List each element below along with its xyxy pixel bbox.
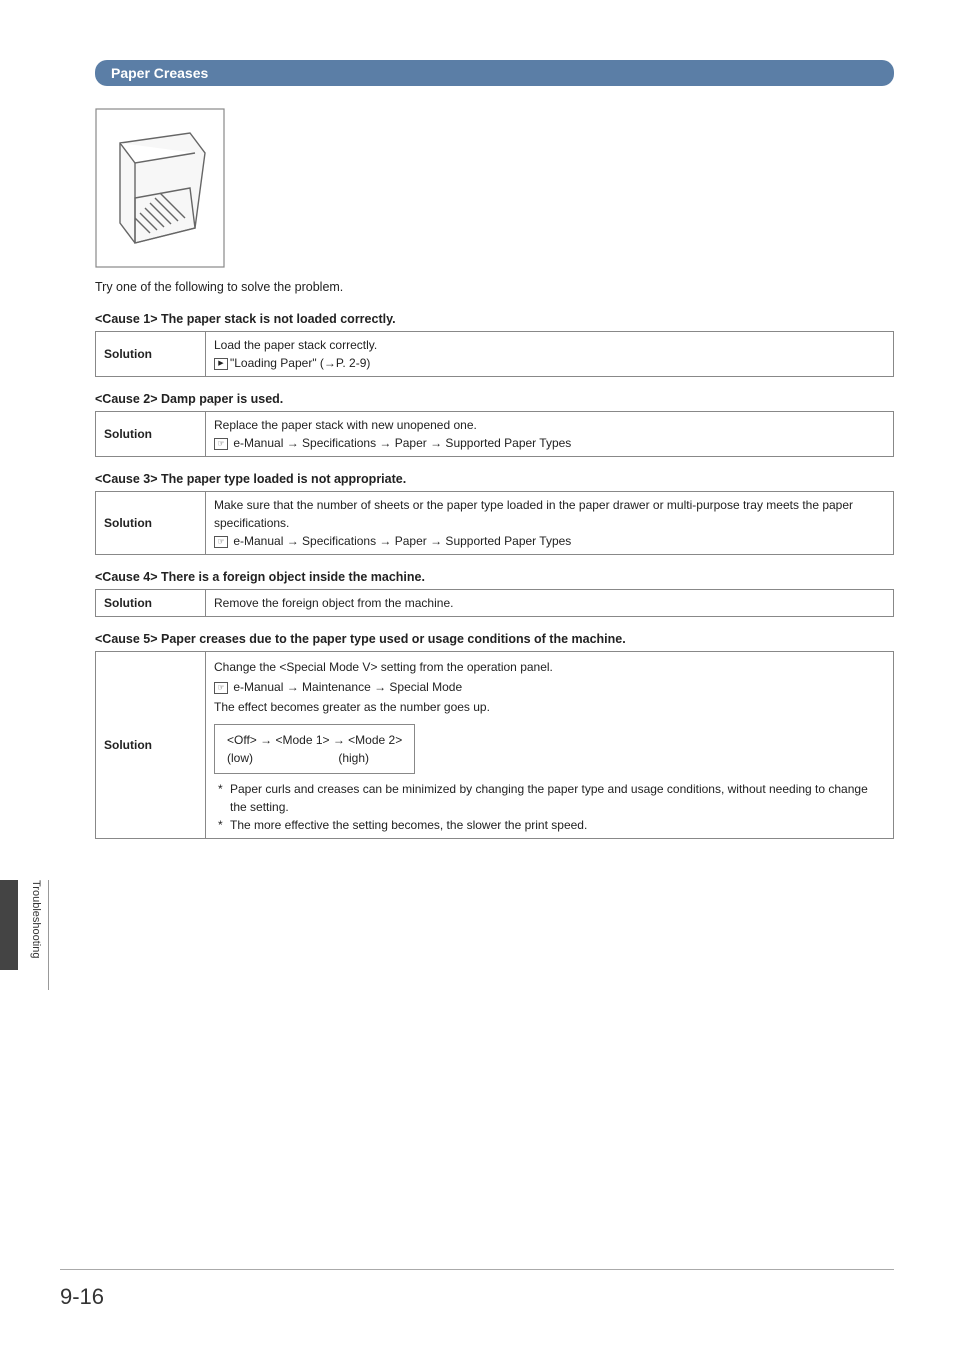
mode-sequence: <Off> → <Mode 1> → <Mode 2> bbox=[227, 731, 402, 749]
page-number: 9-16 bbox=[60, 1284, 104, 1310]
solution-ref: ☞ e-Manual → Maintenance → Special Mode bbox=[214, 678, 885, 696]
solution-cell: Replace the paper stack with new unopene… bbox=[206, 412, 894, 457]
cause-heading: <Cause 1> The paper stack is not loaded … bbox=[95, 312, 894, 326]
solution-table: Solution Change the <Special Mode V> set… bbox=[95, 651, 894, 839]
paper-crease-illustration bbox=[95, 108, 225, 268]
solution-line: Change the <Special Mode V> setting from… bbox=[214, 658, 885, 676]
solution-ref-text: e-Manual → Maintenance → Special Mode bbox=[233, 680, 462, 694]
solution-cell: Load the paper stack correctly. "Loading… bbox=[206, 332, 894, 377]
intro-text: Try one of the following to solve the pr… bbox=[95, 280, 894, 294]
solution-label: Solution bbox=[96, 492, 206, 555]
mode-low-label: (low) bbox=[227, 749, 277, 767]
solution-label: Solution bbox=[96, 590, 206, 617]
page-ref-icon bbox=[214, 358, 228, 370]
solution-label: Solution bbox=[96, 652, 206, 839]
section-title-text: Paper Creases bbox=[111, 65, 208, 81]
solution-cell: Change the <Special Mode V> setting from… bbox=[206, 652, 894, 839]
solution-table: Solution Replace the paper stack with ne… bbox=[95, 411, 894, 457]
solution-line: The effect becomes greater as the number… bbox=[214, 698, 885, 716]
solution-ref-text: e-Manual → Specifications → Paper → Supp… bbox=[233, 534, 571, 548]
asterisk-marker: * bbox=[218, 816, 230, 834]
solution-cell: Remove the foreign object from the machi… bbox=[206, 590, 894, 617]
note-text: The more effective the setting becomes, … bbox=[230, 816, 885, 834]
solution-notes: *Paper curls and creases can be minimize… bbox=[214, 780, 885, 834]
mode-sequence-box: <Off> → <Mode 1> → <Mode 2> (low) (high) bbox=[214, 724, 415, 774]
side-thumb-marker bbox=[0, 880, 18, 970]
cause-heading: <Cause 4> There is a foreign object insi… bbox=[95, 570, 894, 584]
manual-ref-icon: ☞ bbox=[214, 536, 228, 548]
solution-label: Solution bbox=[96, 332, 206, 377]
solution-ref: ☞ e-Manual → Specifications → Paper → Su… bbox=[214, 434, 885, 452]
side-chapter-tab: Troubleshooting bbox=[30, 880, 49, 990]
cause-heading: <Cause 2> Damp paper is used. bbox=[95, 392, 894, 406]
manual-ref-icon: ☞ bbox=[214, 438, 228, 450]
solution-line: Load the paper stack correctly. bbox=[214, 336, 885, 354]
mode-high-label: (high) bbox=[338, 749, 369, 767]
solution-ref: ☞ e-Manual → Specifications → Paper → Su… bbox=[214, 532, 885, 550]
solution-ref: "Loading Paper" (→P. 2-9) bbox=[214, 354, 885, 372]
note-text: Paper curls and creases can be minimized… bbox=[230, 780, 885, 816]
solution-line: Replace the paper stack with new unopene… bbox=[214, 416, 885, 434]
solution-line: Remove the foreign object from the machi… bbox=[214, 594, 885, 612]
solution-cell: Make sure that the number of sheets or t… bbox=[206, 492, 894, 555]
section-title-bar: Paper Creases bbox=[95, 60, 894, 86]
solution-line: Make sure that the number of sheets or t… bbox=[214, 496, 885, 532]
solution-table: Solution Remove the foreign object from … bbox=[95, 589, 894, 617]
solution-table: Solution Load the paper stack correctly.… bbox=[95, 331, 894, 377]
footer-rule bbox=[60, 1269, 894, 1270]
solution-ref-text: "Loading Paper" (→P. 2-9) bbox=[230, 356, 370, 370]
cause-heading: <Cause 3> The paper type loaded is not a… bbox=[95, 472, 894, 486]
solution-label: Solution bbox=[96, 412, 206, 457]
manual-ref-icon: ☞ bbox=[214, 682, 228, 694]
asterisk-marker: * bbox=[218, 780, 230, 816]
solution-table: Solution Make sure that the number of sh… bbox=[95, 491, 894, 555]
solution-ref-text: e-Manual → Specifications → Paper → Supp… bbox=[233, 436, 571, 450]
cause-heading: <Cause 5> Paper creases due to the paper… bbox=[95, 632, 894, 646]
